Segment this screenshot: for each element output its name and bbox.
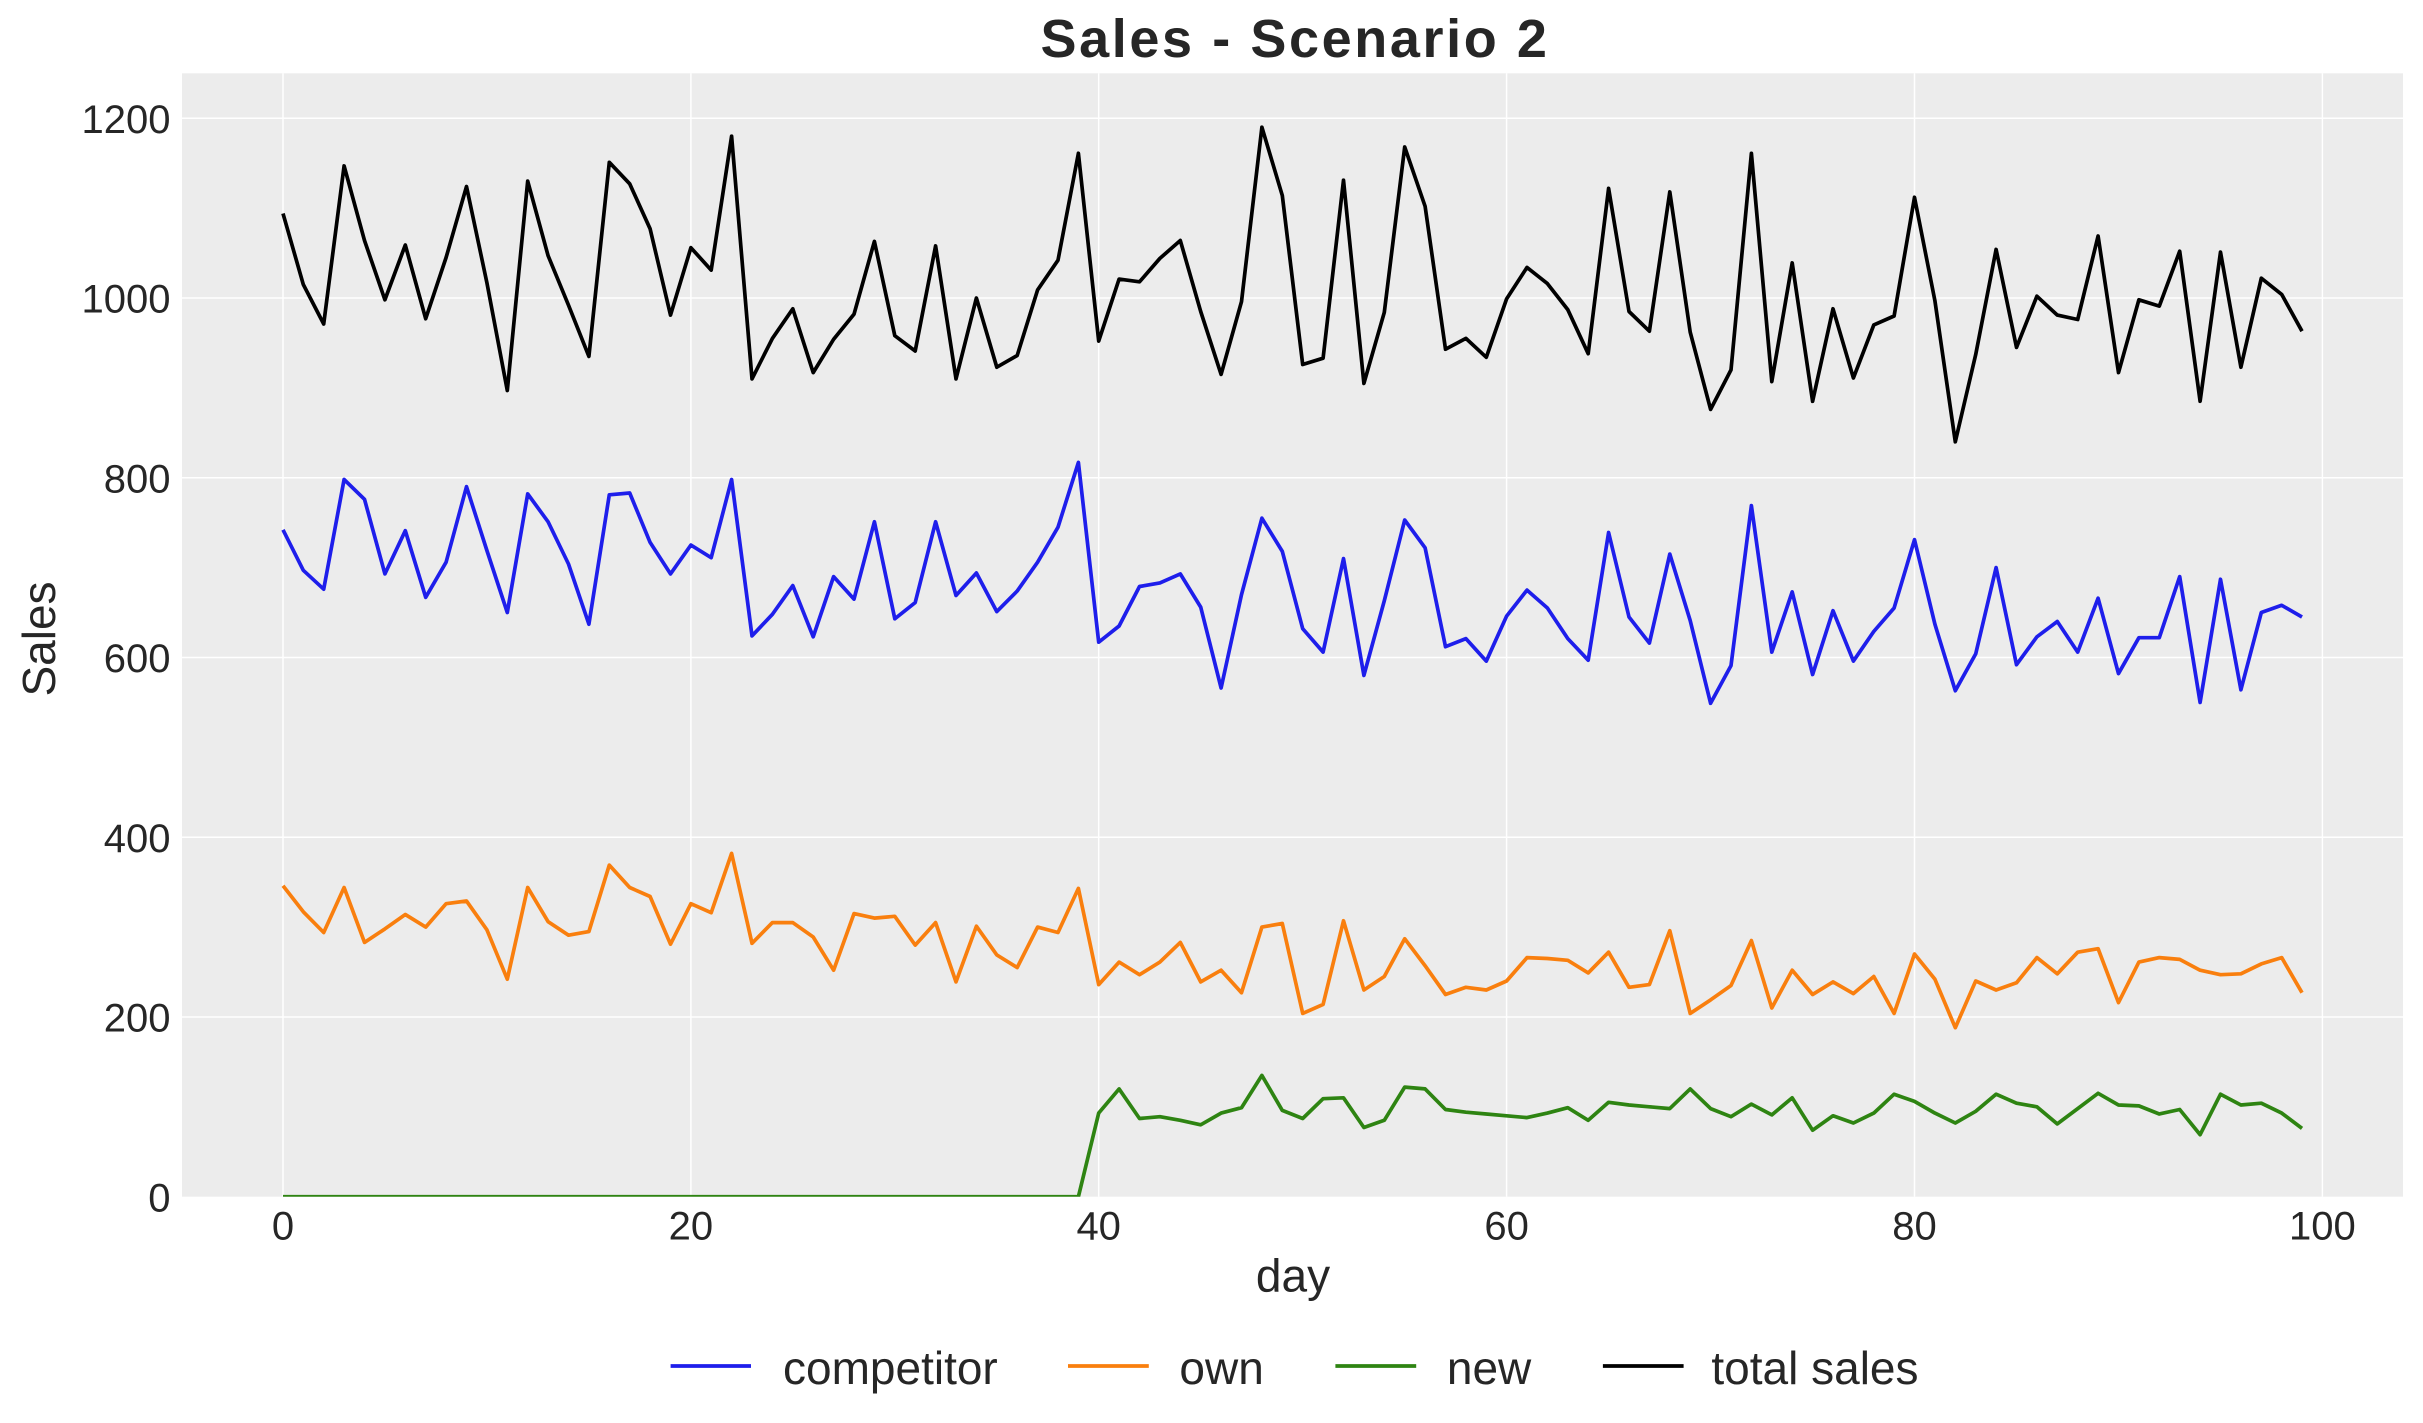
svg-text:40: 40 — [1076, 1205, 1121, 1249]
svg-text:0: 0 — [272, 1205, 294, 1249]
svg-text:100: 100 — [2289, 1205, 2356, 1249]
svg-text:400: 400 — [104, 817, 171, 861]
svg-text:600: 600 — [104, 637, 171, 681]
svg-text:80: 80 — [1892, 1205, 1937, 1249]
svg-text:Sales - Scenario 2: Sales - Scenario 2 — [1040, 9, 1549, 69]
svg-text:200: 200 — [104, 997, 171, 1041]
svg-text:total sales: total sales — [1711, 1342, 1918, 1394]
svg-text:800: 800 — [104, 457, 171, 501]
svg-text:1200: 1200 — [82, 98, 171, 142]
svg-text:day: day — [1256, 1250, 1330, 1302]
svg-text:1000: 1000 — [82, 278, 171, 322]
svg-text:new: new — [1447, 1342, 1532, 1394]
svg-text:0: 0 — [148, 1176, 170, 1220]
svg-text:own: own — [1179, 1342, 1263, 1394]
svg-text:Sales: Sales — [13, 581, 65, 696]
svg-text:competitor: competitor — [783, 1342, 998, 1394]
svg-text:20: 20 — [669, 1205, 714, 1249]
svg-text:60: 60 — [1484, 1205, 1529, 1249]
